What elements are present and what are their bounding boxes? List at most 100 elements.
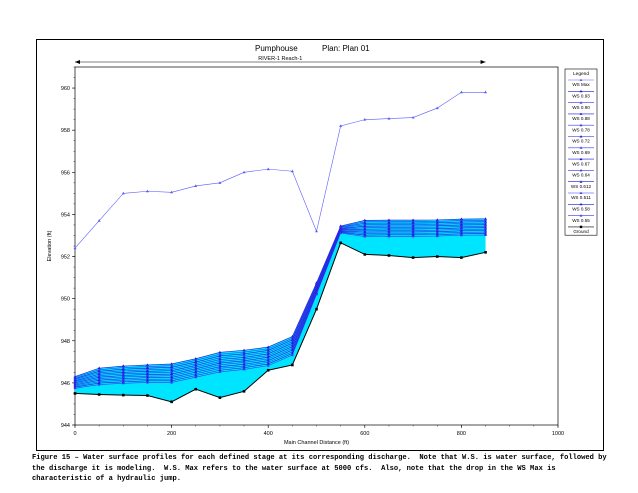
legend-label: WS 0.88 [572,116,590,121]
ws-point [459,229,463,232]
ws-point [194,370,198,374]
ws-point [387,222,391,226]
ws-point [170,380,174,384]
legend-label: WS 0.511 [571,195,591,200]
ws-point [97,378,101,382]
ws-point [97,369,101,373]
series-line-ws-max [74,91,486,249]
ws-point [218,354,222,357]
ws-point [121,364,125,368]
ws-point [218,363,222,366]
ground-point [315,307,318,311]
ws-point [121,191,125,195]
ws-point [435,225,439,229]
x-tick-label: 800 [457,431,466,437]
ws-point [363,223,367,226]
ws-point [411,227,415,230]
ws-point [339,231,343,234]
ws-point [411,115,415,119]
ws-point [435,228,439,232]
ws-point [266,348,270,352]
ws-point [145,369,149,373]
ws-point [435,227,439,230]
ws-point [411,230,415,233]
ws-point [435,221,439,224]
ws-point [97,368,101,371]
ws-point [242,350,246,354]
ws-point [266,353,270,357]
ws-point [194,184,198,187]
ws-point [121,375,125,378]
ws-point [121,380,125,383]
ws-point [363,218,367,222]
ws-point [435,231,439,235]
ws-point [290,353,294,357]
legend-marker [579,180,583,183]
ws-point [363,230,367,234]
series-line-ws-0-64 [74,228,486,385]
ground-point [339,241,342,245]
ws-point [170,379,174,382]
ws-point [218,356,222,359]
ws-point [387,225,391,229]
water-fill [75,218,486,402]
ws-point [484,230,488,234]
ws-point [145,374,149,378]
series-line-ws-0-90 [74,220,486,378]
ws-point [387,221,391,225]
ws-point [145,376,149,379]
ws-point [194,357,198,360]
ws-point [242,357,246,361]
ws-point [97,366,101,370]
ws-point [194,375,198,379]
legend-marker [579,101,583,104]
y-tick-label: 956 [61,170,70,176]
y-tick-label: 944 [61,423,70,429]
ground-point [122,393,125,397]
ws-point [387,219,391,223]
ws-point [411,234,415,238]
ws-point [484,90,488,94]
ws-point [266,345,270,349]
legend-marker [579,169,583,172]
ws-point [242,348,246,352]
ws-point [484,220,488,223]
ws-point [266,364,270,367]
ws-point [266,350,270,354]
legend-label: WS 0.67 [572,161,590,166]
ws-point [145,363,149,366]
ws-point [97,377,101,380]
ws-point [194,358,198,362]
ws-point [387,234,391,238]
ws-point [459,233,463,237]
profile-chart: Pumphouse Plan: Plan 01 RIVER-1 Reach-1 944… [47,44,598,446]
ws-point [170,372,174,376]
ws-point [411,222,415,226]
ws-point [411,221,415,225]
ws-point [194,373,198,377]
ws-point [484,233,488,237]
ws-point [484,224,488,228]
ws-point [194,368,198,372]
legend-box [564,68,598,236]
legend-label: WS Max [572,82,590,87]
ws-point [315,292,318,296]
ws-point [121,378,125,382]
ws-point [218,352,222,356]
ws-point [459,90,463,94]
ws-point [242,353,246,357]
ws-point [170,365,174,369]
ws-point [218,350,222,354]
ws-point [242,360,246,364]
series-line-ws-0-612 [74,230,486,386]
ws-point [435,233,439,236]
ws-point [484,231,488,235]
ws-point [218,370,222,373]
ws-point [121,370,125,374]
ws-point [145,366,149,370]
x-tick-label: 0 [73,431,76,437]
legend-marker [579,157,583,161]
ws-point [218,365,222,368]
ws-point [363,229,367,232]
y-tick-label: 952 [61,255,70,261]
